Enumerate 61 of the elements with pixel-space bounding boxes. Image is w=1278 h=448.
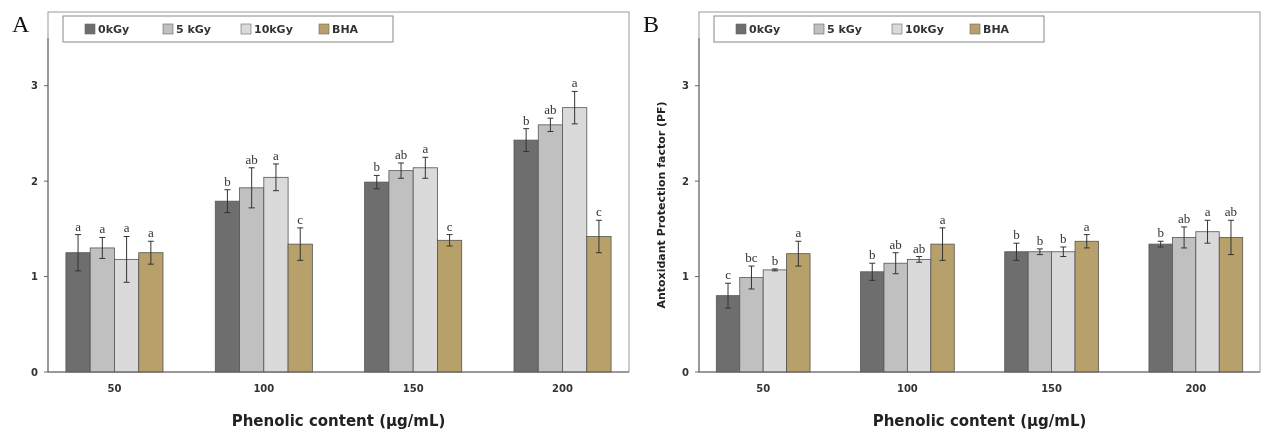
data-label: a xyxy=(1083,218,1090,234)
data-label: b xyxy=(1157,225,1164,241)
x-tick-label: 200 xyxy=(1185,383,1207,394)
chart-title: B xyxy=(643,11,660,37)
y-tick-label: 3 xyxy=(31,80,39,92)
data-label: a xyxy=(1204,204,1211,220)
x-tick-label: 100 xyxy=(253,383,275,394)
x-axis-title: Phenolic content (μg/mL) xyxy=(231,412,446,430)
data-label: b xyxy=(522,112,530,128)
x-tick-label: 200 xyxy=(552,383,574,394)
legend-label: 10kGy xyxy=(254,22,293,36)
data-label: bc xyxy=(745,250,758,266)
data-label: b xyxy=(224,173,231,189)
data-label: a xyxy=(422,141,429,157)
data-label: a xyxy=(939,211,946,227)
x-tick-label: 50 xyxy=(756,383,771,394)
data-label: a xyxy=(99,221,106,237)
x-tick-label: 50 xyxy=(107,383,122,394)
data-label: c xyxy=(596,204,603,220)
data-label: ab xyxy=(889,236,902,252)
y-tick-label: 1 xyxy=(31,271,39,283)
data-label: c xyxy=(297,211,304,227)
data-label: a xyxy=(75,218,82,234)
data-label: ab xyxy=(394,147,408,163)
data-label: b xyxy=(1036,232,1044,248)
y-tick-label: 2 xyxy=(31,175,39,187)
data-label: ab xyxy=(912,240,926,256)
legend-label: 10kGy xyxy=(905,22,944,36)
data-label: b xyxy=(868,247,876,263)
legend-label: 5 kGy xyxy=(176,22,211,36)
legend-label: 0kGy xyxy=(98,22,130,36)
legend-label: 0kGy xyxy=(749,22,781,36)
data-label: a xyxy=(273,147,280,163)
data-label: b xyxy=(1013,227,1020,243)
data-label: b xyxy=(373,159,381,175)
y-tick-label: 1 xyxy=(682,271,690,283)
legend-label: BHA xyxy=(983,22,1010,36)
data-label: b xyxy=(1060,230,1067,246)
data-label: b xyxy=(771,252,779,268)
data-label: ab xyxy=(544,102,557,118)
data-label: c xyxy=(725,267,732,283)
data-label: a xyxy=(147,225,154,241)
y-tick-label: 2 xyxy=(682,175,690,187)
y-tick-label: 3 xyxy=(682,80,690,92)
y-axis-title: Antoxidant Protection factor (PF) xyxy=(655,101,668,309)
x-tick-label: 100 xyxy=(896,383,918,394)
legend-label: 5 kGy xyxy=(827,22,862,36)
data-label: ab xyxy=(1177,210,1191,226)
data-label: a xyxy=(571,75,578,91)
legend-label: BHA xyxy=(332,22,359,36)
data-label: ab xyxy=(245,151,258,167)
data-label: ab xyxy=(1224,204,1238,220)
x-tick-label: 150 xyxy=(1041,383,1063,394)
chart-title: A xyxy=(12,11,30,37)
x-tick-label: 150 xyxy=(402,383,424,394)
x-axis-title: Phenolic content (μg/mL) xyxy=(872,412,1087,430)
y-tick-label: 0 xyxy=(682,366,690,378)
data-label: a xyxy=(795,225,802,241)
data-label: a xyxy=(123,220,130,236)
data-label: c xyxy=(446,218,453,234)
y-tick-label: 0 xyxy=(31,366,39,378)
